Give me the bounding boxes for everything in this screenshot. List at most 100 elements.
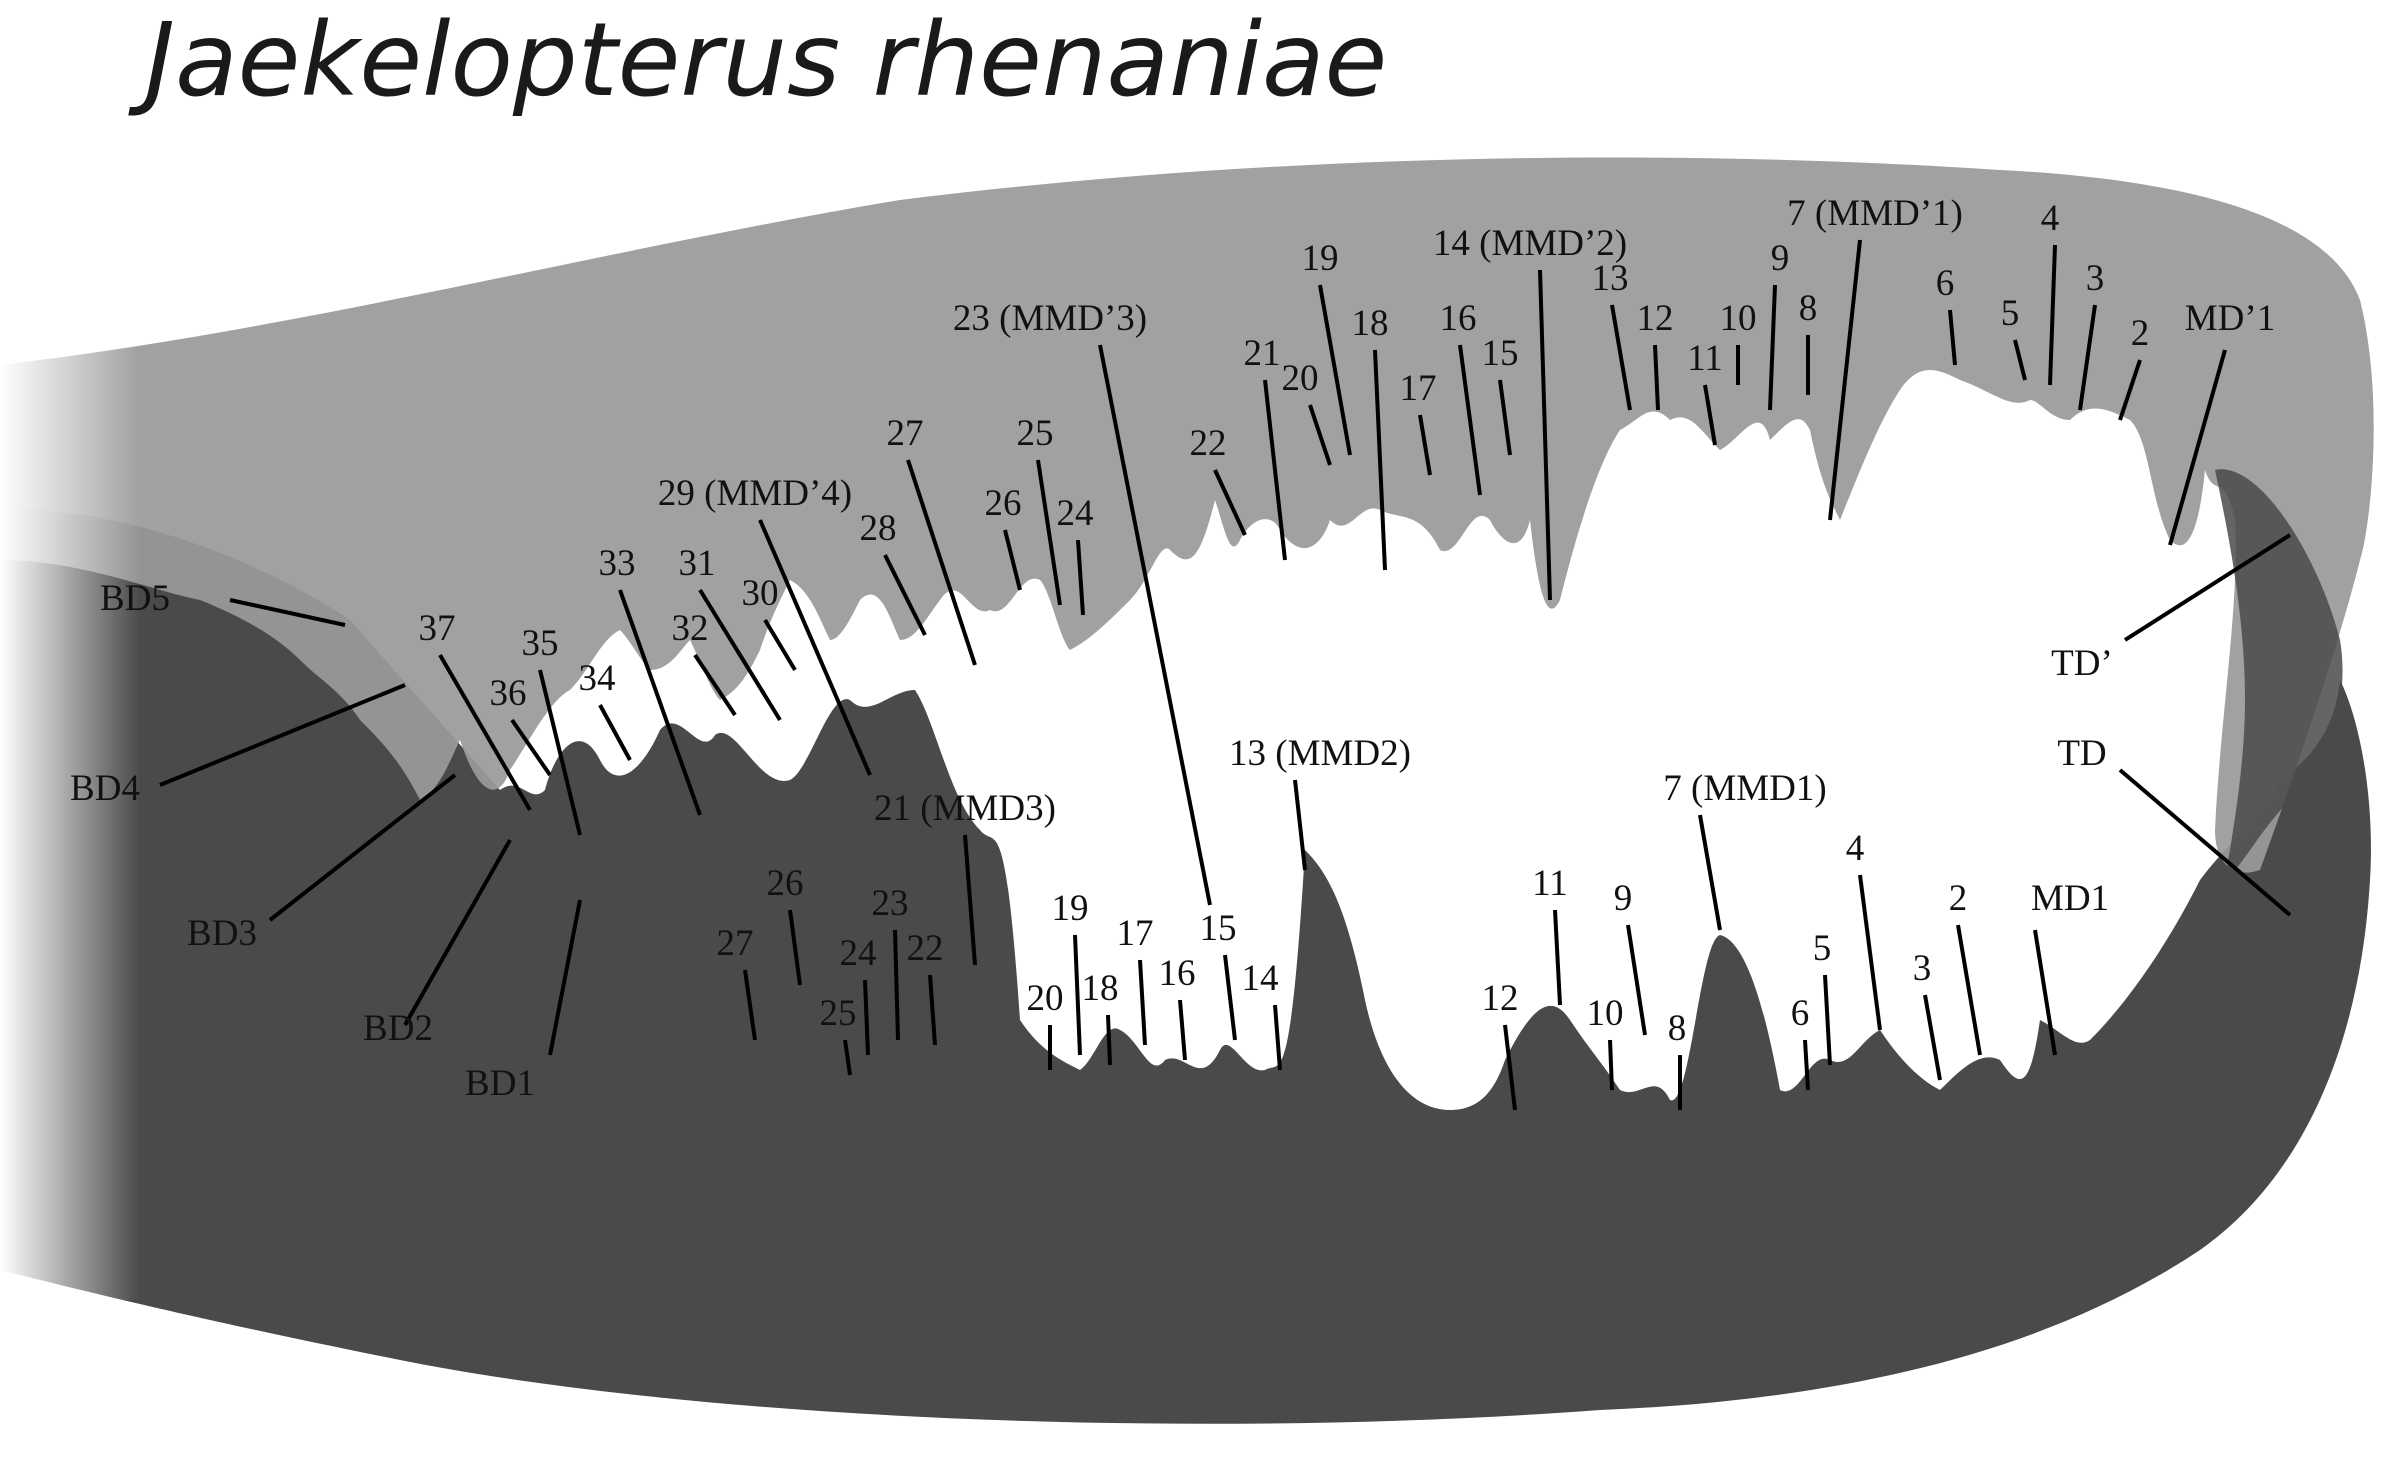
upper-tooth-leader-34 [538, 669, 582, 836]
lower-tooth-leader-26 [743, 969, 757, 1041]
upper-tooth-leader-5 [1948, 309, 1957, 366]
upper-tooth-label-14: 15 [1482, 333, 1519, 374]
upper-tooth-leader-10 [1703, 384, 1717, 446]
upper-tooth-label-32: 33 [599, 543, 636, 584]
upper-tooth-label-31: 32 [672, 608, 709, 649]
lower-tooth-label-19: 20 [1027, 978, 1064, 1019]
lower-tooth-label-7: 8 [1668, 1008, 1687, 1049]
upper-tooth-leader-29 [763, 618, 797, 672]
upper-tooth-leader-0 [2168, 349, 2227, 546]
upper-tooth-leader-19 [1308, 404, 1332, 466]
lower-tooth-label-18: 19 [1052, 888, 1089, 929]
lower-tooth-label-9: 10 [1587, 993, 1624, 1034]
upper-tooth-label-2: 3 [2086, 258, 2105, 299]
upper-tooth-label-16: 17 [1400, 368, 1437, 409]
basal-tooth-leader-1 [403, 839, 512, 1026]
lower-tooth-label-6: 7 (MMD1) [1663, 768, 1826, 809]
upper-tooth-leader-16 [1418, 414, 1432, 476]
upper-tooth-label-21: 22 [1190, 423, 1227, 464]
upper-tooth-leader-27 [883, 554, 927, 636]
basal-tooth-leader-3 [159, 683, 406, 787]
upper-tooth-label-13: 14 (MMD’2) [1433, 223, 1627, 264]
upper-tooth-label-35: 36 [490, 673, 527, 714]
upper-tooth-leader-32 [618, 589, 702, 816]
upper-tooth-label-27: 28 [860, 508, 897, 549]
lower-tooth-leader-15 [1178, 999, 1187, 1061]
terminal-tooth-label-0: TD’ [2051, 643, 2113, 684]
basal-tooth-leader-0 [548, 899, 582, 1056]
upper-tooth-leader-6 [1828, 239, 1862, 521]
lower-tooth-label-3: 4 [1846, 828, 1865, 869]
left-fade [0, 300, 140, 1300]
lower-tooth-leader-14 [1223, 954, 1237, 1041]
lower-tooth-leader-8 [1626, 924, 1647, 1036]
upper-tooth-leader-28 [758, 519, 872, 776]
upper-tooth-leader-31 [693, 653, 737, 717]
lower-tooth-label-11: 12 [1482, 978, 1519, 1019]
upper-tooth-label-18: 19 [1302, 238, 1339, 279]
upper-tooth-leader-21 [1213, 469, 1247, 536]
lower-tooth-leader-21 [928, 974, 937, 1046]
upper-tooth-label-10: 11 [1687, 338, 1723, 379]
upper-tooth-label-26: 27 [887, 413, 924, 454]
lower-tooth-label-1: 2 [1949, 878, 1968, 919]
lower-tooth-label-2: 3 [1913, 948, 1932, 989]
upper-tooth-label-15: 16 [1440, 298, 1477, 339]
upper-tooth-label-19: 20 [1282, 358, 1319, 399]
upper-tooth-label-3: 4 [2041, 198, 2060, 239]
upper-tooth-leader-1 [2118, 359, 2142, 421]
lower-tooth-label-10: 11 [1532, 863, 1568, 904]
lower-tooth-leader-10 [1553, 909, 1562, 1006]
upper-tooth-label-17: 18 [1352, 303, 1389, 344]
upper-tooth-leader-20 [1263, 379, 1287, 561]
basal-tooth-leader-4 [229, 598, 346, 627]
lower-tooth-label-5: 6 [1791, 993, 1810, 1034]
lower-tooth-label-23: 24 [840, 933, 877, 974]
upper-tooth-label-29: 30 [742, 573, 779, 614]
upper-tooth-label-34: 35 [522, 623, 559, 664]
upper-tooth-label-8: 9 [1771, 238, 1790, 279]
upper-tooth-label-22: 23 (MMD’3) [953, 298, 1147, 339]
upper-tooth-leader-12 [1610, 304, 1632, 411]
lower-tooth-leader-18 [1073, 934, 1082, 1056]
lower-tooth-leader-23 [863, 979, 870, 1056]
lower-tooth-label-4: 5 [1813, 928, 1832, 969]
upper-tooth-leader-33 [598, 704, 632, 761]
terminal-tooth-leader-1 [2118, 768, 2292, 917]
lower-tooth-leader-16 [1138, 959, 1147, 1046]
basal-tooth-label-4: BD5 [100, 578, 170, 619]
upper-tooth-label-30: 31 [679, 543, 716, 584]
upper-tooth-label-20: 21 [1244, 333, 1281, 374]
basal-tooth-label-3: BD4 [70, 768, 140, 809]
upper-tooth-leader-13 [1538, 269, 1552, 601]
upper-tooth-label-11: 12 [1637, 298, 1674, 339]
upper-tooth-leader-2 [2078, 304, 2097, 411]
upper-tooth-leader-24 [1036, 459, 1062, 606]
lower-tooth-leader-11 [1503, 1024, 1517, 1111]
upper-tooth-label-24: 25 [1017, 413, 1054, 454]
lower-tooth-leader-1 [1956, 924, 1982, 1056]
upper-tooth-leader-26 [906, 459, 977, 666]
lower-jaw-tip [2215, 469, 2343, 880]
upper-tooth-label-7: 8 [1799, 288, 1818, 329]
upper-tooth-leader-8 [1768, 284, 1777, 411]
lower-tooth-label-13: 14 [1242, 958, 1279, 999]
lower-tooth-label-8: 9 [1614, 878, 1633, 919]
upper-tooth-leader-18 [1318, 284, 1352, 456]
lower-tooth-label-17: 18 [1082, 968, 1119, 1009]
upper-tooth-label-33: 34 [579, 658, 616, 699]
upper-tooth-label-0: MD’1 [2185, 298, 2275, 339]
upper-tooth-leader-4 [2013, 339, 2027, 381]
lower-tooth-label-21: 22 [907, 928, 944, 969]
upper-tooth-label-23: 24 [1057, 493, 1094, 534]
leader-lines [159, 239, 2292, 1111]
terminal-tooth-label-1: TD [2057, 733, 2106, 774]
basal-tooth-label-0: BD1 [465, 1063, 535, 1104]
upper-tooth-label-36: 37 [419, 608, 456, 649]
upper-tooth-label-4: 5 [2001, 293, 2020, 334]
upper-tooth-label-12: 13 [1592, 258, 1629, 299]
lower-tooth-leader-13 [1273, 1004, 1282, 1071]
lower-tooth-label-24: 25 [820, 993, 857, 1034]
